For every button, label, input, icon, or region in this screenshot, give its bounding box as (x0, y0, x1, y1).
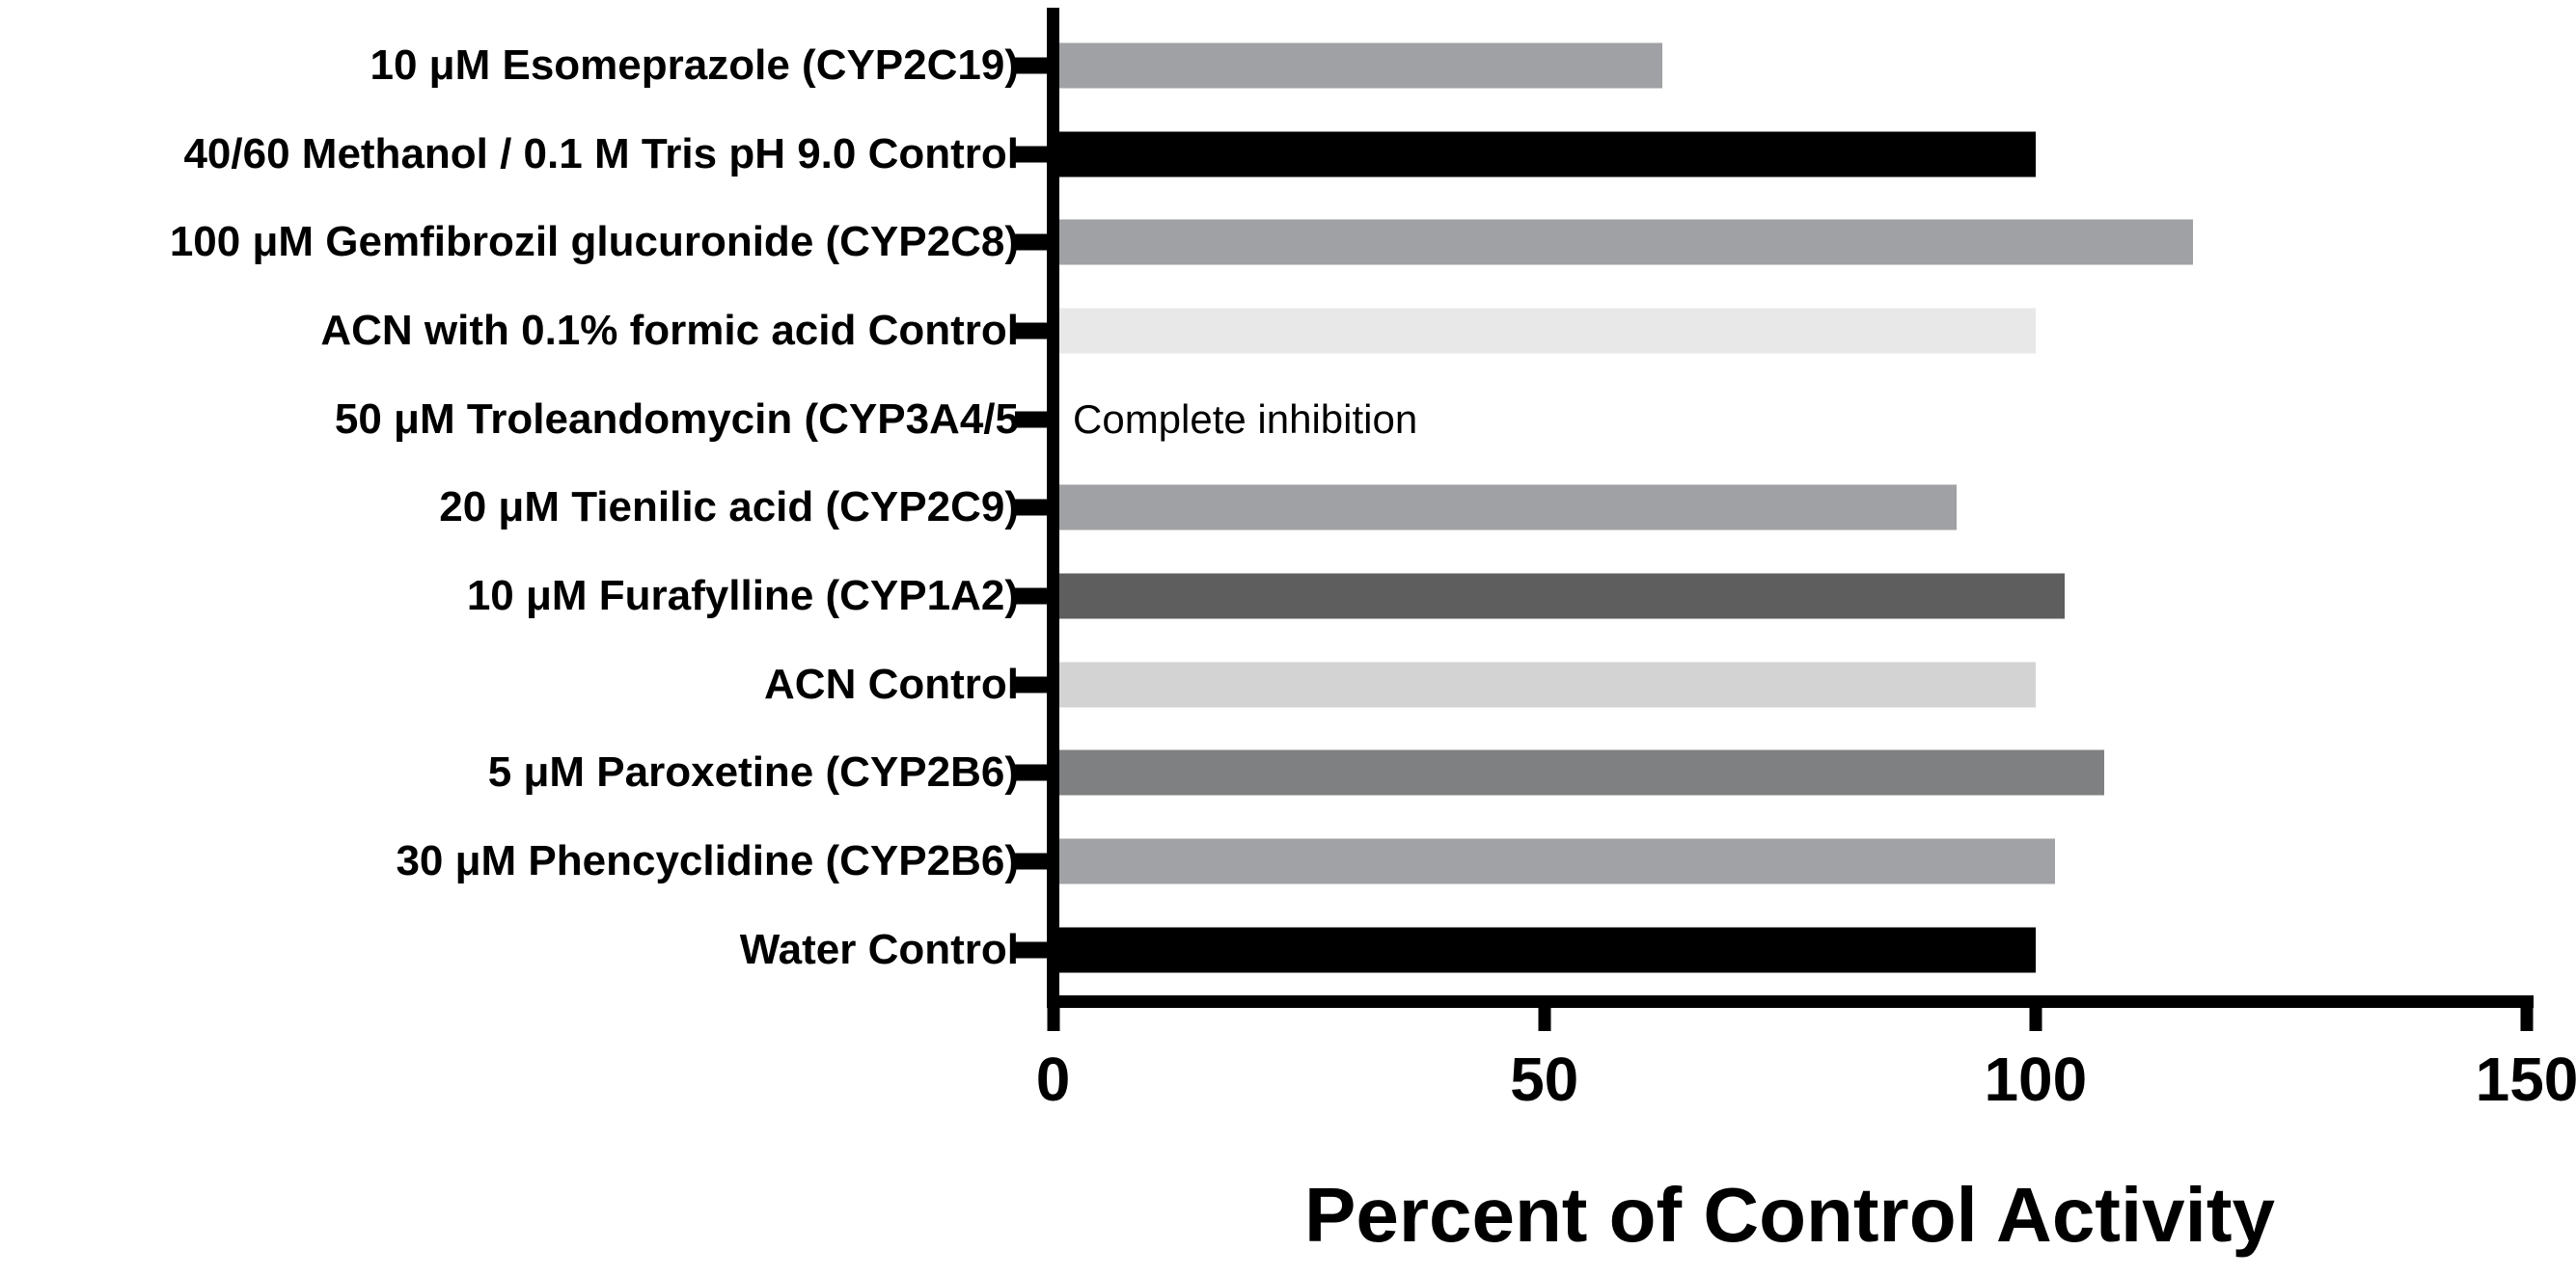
category-label: 10 μM Furafylline (CYP1A2) (466, 571, 1019, 619)
y-axis-tick (1015, 322, 1047, 340)
y-axis-line (1047, 8, 1059, 1008)
category-label: 40/60 Methanol / 0.1 M Tris pH 9.0 Contr… (183, 129, 1019, 177)
y-axis-tick (1015, 941, 1047, 959)
annotation-complete-inhibition: Complete inhibition (1073, 395, 1418, 442)
bar (1059, 662, 2036, 708)
y-axis-tick (1015, 57, 1047, 74)
bar (1059, 42, 1662, 89)
bar (1059, 927, 2036, 973)
y-axis-tick (1015, 764, 1047, 781)
x-axis-title: Percent of Control Activity (1303, 1172, 2276, 1258)
bar (1059, 838, 2056, 884)
x-axis-tick (1538, 1008, 1551, 1031)
y-axis-tick (1015, 499, 1047, 516)
x-tick-label: 50 (1510, 1045, 1579, 1114)
category-label: ACN with 0.1% formic acid Control (320, 306, 1019, 354)
category-label: 50 μM Troleandomycin (CYP3A4/5 (334, 394, 1019, 443)
bar (1059, 484, 1958, 530)
category-label: Water Control (739, 925, 1019, 973)
category-label: ACN Control (764, 660, 1019, 708)
bar (1059, 131, 2036, 177)
x-axis-tick (2520, 1008, 2534, 1031)
y-axis-tick (1015, 233, 1047, 251)
bar (1059, 219, 2193, 265)
x-axis-tick (1047, 1008, 1059, 1031)
category-label: 10 μM Esomeprazole (CYP2C19) (370, 41, 1019, 89)
category-label: 20 μM Tienilic acid (CYP2C9) (439, 483, 1019, 531)
y-axis-tick (1015, 853, 1047, 870)
bar (1059, 749, 2105, 796)
category-label: 100 μM Gemfibrozil glucuronide (CYP2C8) (169, 218, 1019, 266)
y-axis-tick (1015, 146, 1047, 163)
x-tick-label: 100 (1984, 1045, 2088, 1114)
x-axis-tick (2029, 1008, 2042, 1031)
y-axis-tick (1015, 676, 1047, 693)
bar (1059, 308, 2036, 354)
x-tick-label: 0 (1035, 1045, 1071, 1114)
x-tick-label: 150 (2475, 1045, 2576, 1114)
category-label: 30 μM Phencyclidine (CYP2B6) (396, 837, 1019, 885)
x-axis-line (1047, 995, 2534, 1008)
y-axis-tick (1015, 411, 1047, 428)
category-label: 5 μM Paroxetine (CYP2B6) (487, 748, 1019, 797)
y-axis-tick (1015, 587, 1047, 605)
bar (1059, 573, 2066, 619)
